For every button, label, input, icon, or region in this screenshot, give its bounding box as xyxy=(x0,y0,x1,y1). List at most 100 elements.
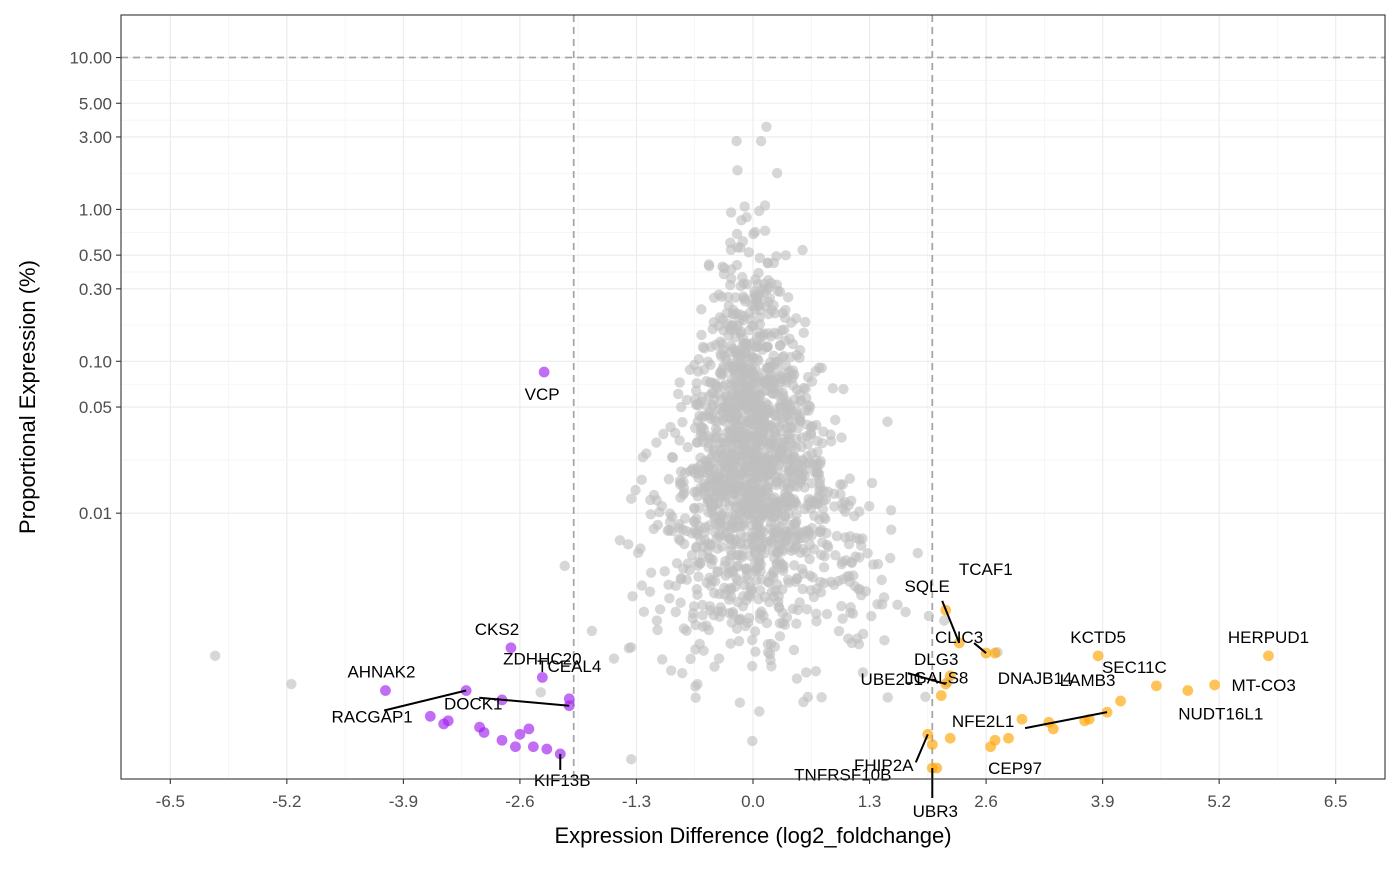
background-point xyxy=(782,292,794,303)
background-point xyxy=(715,348,726,359)
y-tick-label: 0.50 xyxy=(79,246,112,265)
background-point xyxy=(939,615,950,626)
background-point xyxy=(635,543,646,554)
background-point xyxy=(712,459,723,470)
background-point xyxy=(715,336,726,347)
background-point xyxy=(701,620,712,631)
background-point xyxy=(847,608,859,619)
background-point xyxy=(725,237,736,248)
background-point xyxy=(775,339,786,351)
background-point xyxy=(665,665,677,676)
background-point xyxy=(736,215,747,226)
background-point xyxy=(750,646,761,657)
gene-label-mt-co3: MT-CO3 xyxy=(1232,676,1296,695)
background-point xyxy=(750,274,761,285)
background-point xyxy=(717,368,729,379)
gene-label-sqle: SQLE xyxy=(905,577,950,596)
background-point xyxy=(740,467,751,479)
background-point xyxy=(790,497,801,508)
background-point xyxy=(685,653,696,665)
background-point xyxy=(730,522,742,533)
background-point xyxy=(286,678,297,690)
background-point xyxy=(716,510,728,521)
background-point xyxy=(586,625,598,637)
background-point xyxy=(825,576,837,588)
background-point xyxy=(786,438,797,449)
background-point xyxy=(825,429,836,440)
background-point xyxy=(738,544,749,555)
background-point xyxy=(797,467,808,478)
background-point xyxy=(816,692,827,703)
background-point xyxy=(709,661,720,672)
background-point xyxy=(651,615,663,626)
background-point xyxy=(692,589,703,600)
down-regulated-points xyxy=(380,366,575,760)
background-point xyxy=(818,511,830,523)
down-gene-point xyxy=(505,642,517,654)
background-point xyxy=(766,586,778,598)
background-point xyxy=(752,487,763,498)
background-point xyxy=(753,205,765,217)
background-point xyxy=(812,435,823,447)
background-point xyxy=(689,516,700,527)
background-point xyxy=(800,383,811,394)
background-point xyxy=(886,524,897,535)
background-point xyxy=(762,485,773,496)
background-point xyxy=(723,594,735,605)
background-point xyxy=(623,539,634,550)
background-point xyxy=(675,401,687,413)
background-point xyxy=(806,522,818,534)
background-point xyxy=(747,735,758,747)
background-point xyxy=(608,653,620,664)
down-gene-point xyxy=(554,748,566,760)
background-point xyxy=(754,413,765,424)
gene-label-sec11c: SEC11C xyxy=(1102,658,1167,677)
background-point xyxy=(872,558,884,570)
background-point xyxy=(681,574,692,585)
background-point xyxy=(840,506,851,517)
background-point xyxy=(768,257,780,269)
background-point xyxy=(696,304,707,315)
background-point xyxy=(774,451,785,462)
background-point xyxy=(731,324,742,335)
down-point xyxy=(514,728,526,740)
background-point xyxy=(744,550,756,561)
background-point xyxy=(776,325,788,336)
background-point xyxy=(716,291,728,303)
background-point xyxy=(724,554,736,565)
x-tick-label: -1.3 xyxy=(622,792,651,811)
background-point xyxy=(702,497,713,509)
background-point xyxy=(675,466,687,477)
background-point xyxy=(857,667,869,678)
background-point xyxy=(800,547,812,558)
background-point xyxy=(735,365,746,376)
background-point xyxy=(698,430,709,442)
background-point xyxy=(721,479,732,490)
background-point xyxy=(830,414,841,426)
background-point xyxy=(664,593,675,604)
background-point xyxy=(695,558,706,569)
background-point xyxy=(837,613,848,624)
background-point xyxy=(743,247,755,258)
background-point xyxy=(866,610,877,622)
background-point xyxy=(677,667,688,679)
background-point xyxy=(786,454,798,466)
background-point xyxy=(804,401,816,412)
background-point xyxy=(791,405,802,416)
background-point xyxy=(885,552,896,564)
background-point xyxy=(706,558,717,570)
background-point xyxy=(789,518,800,529)
background-point xyxy=(892,599,903,611)
background-point xyxy=(697,599,708,611)
gene-label-vcp: VCP xyxy=(525,385,560,404)
background-point xyxy=(778,390,789,402)
background-point xyxy=(724,423,735,435)
down-point xyxy=(510,741,521,753)
background-point xyxy=(728,480,740,491)
x-tick-label: -5.2 xyxy=(272,792,301,811)
up-regulated-points xyxy=(922,604,1274,774)
background-point xyxy=(797,583,808,595)
gene-label-nfe2l1: NFE2L1 xyxy=(952,712,1014,731)
background-point xyxy=(673,388,684,400)
